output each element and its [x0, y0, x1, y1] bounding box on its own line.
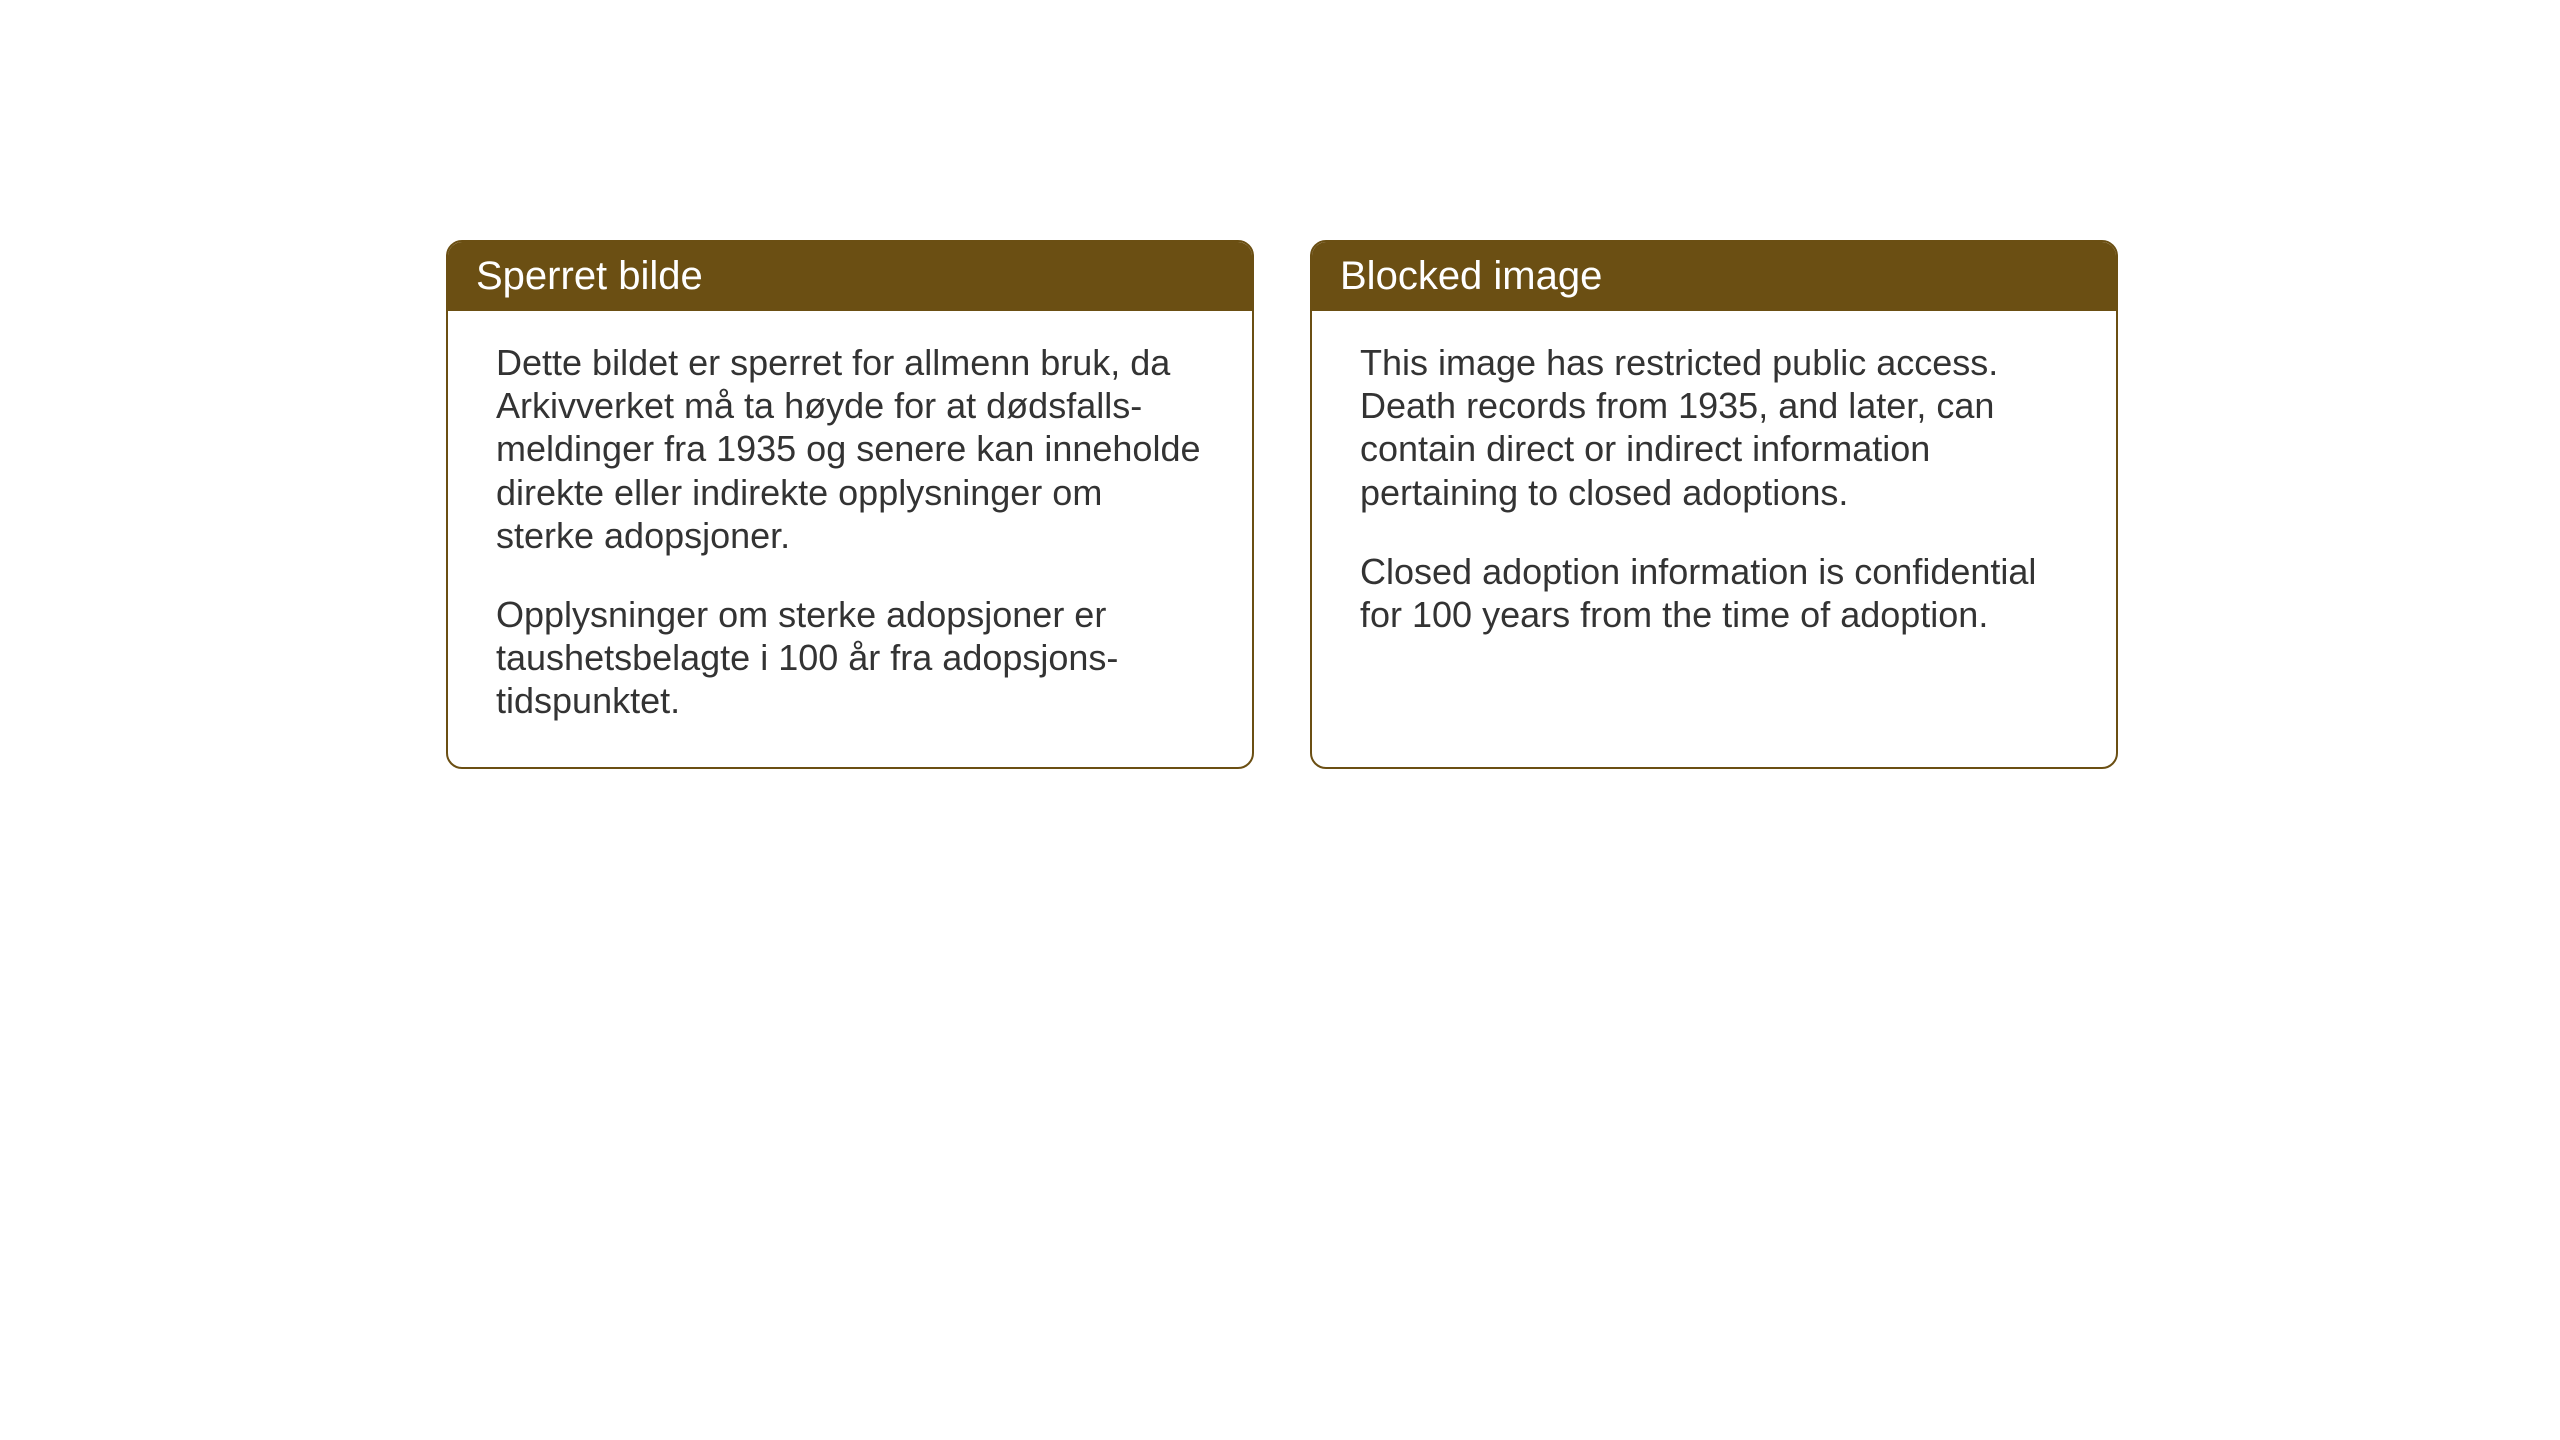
english-notice-card: Blocked image This image has restricted … — [1310, 240, 2118, 769]
english-paragraph-2: Closed adoption information is confident… — [1360, 550, 2068, 636]
norwegian-card-body: Dette bildet er sperret for allmenn bruk… — [448, 311, 1252, 767]
norwegian-paragraph-1: Dette bildet er sperret for allmenn bruk… — [496, 341, 1204, 557]
norwegian-card-title: Sperret bilde — [448, 242, 1252, 311]
norwegian-paragraph-2: Opplysninger om sterke adopsjoner er tau… — [496, 593, 1204, 723]
english-paragraph-1: This image has restricted public access.… — [1360, 341, 2068, 514]
english-card-title: Blocked image — [1312, 242, 2116, 311]
notice-cards-container: Sperret bilde Dette bildet er sperret fo… — [446, 240, 2118, 769]
english-card-body: This image has restricted public access.… — [1312, 311, 2116, 680]
norwegian-notice-card: Sperret bilde Dette bildet er sperret fo… — [446, 240, 1254, 769]
